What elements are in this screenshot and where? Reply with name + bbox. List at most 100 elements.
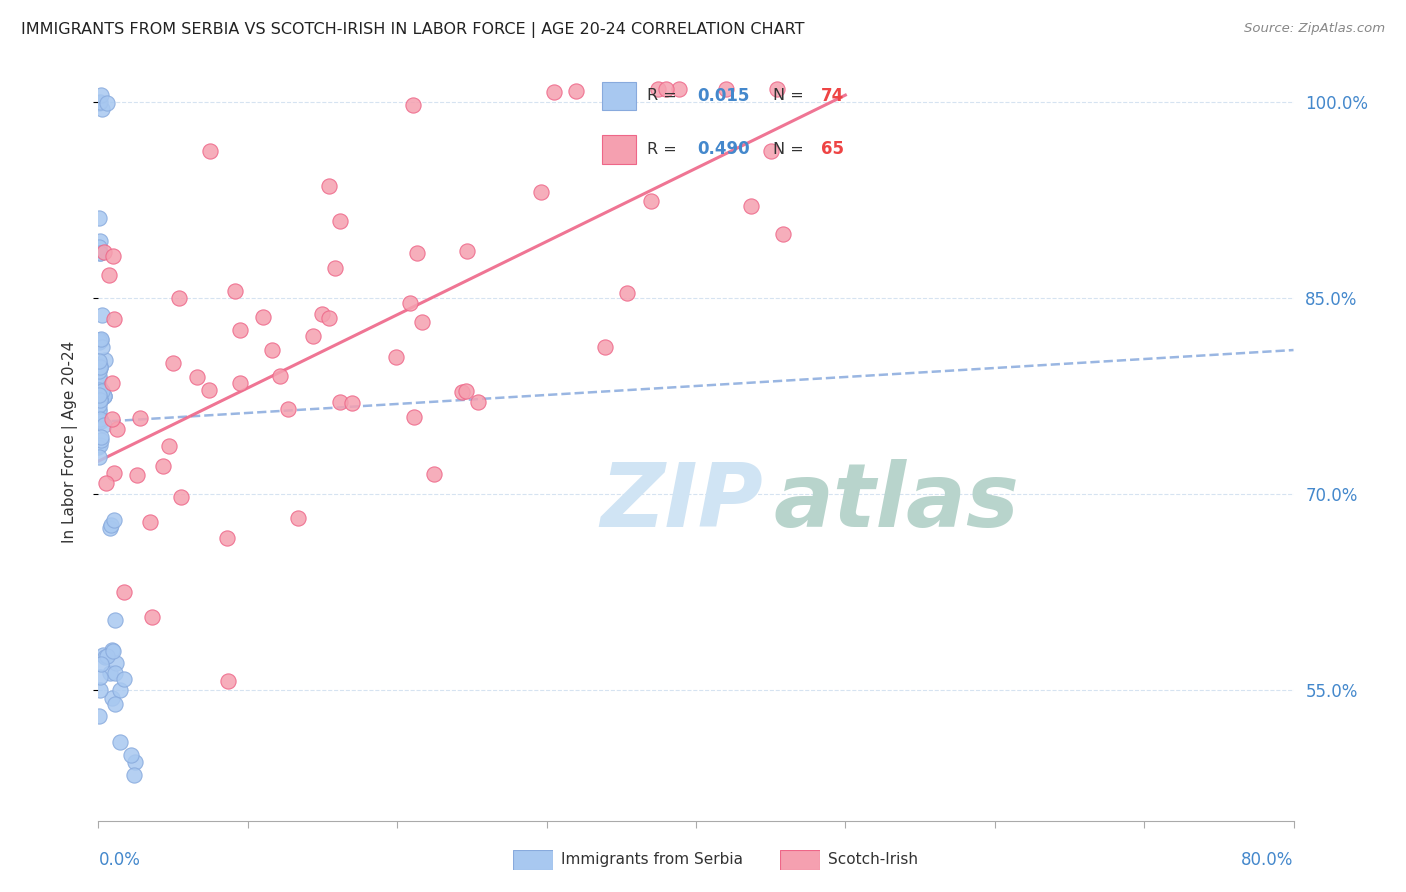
Point <box>318 179 340 194</box>
Point <box>616 285 638 300</box>
Text: 80.0%: 80.0% <box>1241 851 1294 869</box>
Point <box>269 369 291 384</box>
Point <box>93 389 115 403</box>
Point <box>89 404 111 418</box>
Text: Scotch-Irish: Scotch-Irish <box>828 853 918 867</box>
Point <box>229 322 252 336</box>
Point <box>89 438 111 452</box>
Point <box>104 698 127 712</box>
Point <box>89 333 111 347</box>
Point <box>766 81 789 95</box>
Point <box>323 261 346 276</box>
Point <box>311 307 333 321</box>
Point <box>89 384 111 399</box>
Point <box>217 674 239 689</box>
Point <box>90 309 112 323</box>
Point <box>385 351 408 365</box>
Point <box>93 244 115 259</box>
Point <box>93 389 115 403</box>
Point <box>647 81 669 95</box>
Point <box>89 398 111 412</box>
Point <box>103 513 125 527</box>
Point <box>100 517 122 532</box>
Point <box>89 358 111 372</box>
Point <box>399 296 422 310</box>
Point <box>543 86 565 100</box>
Point <box>402 98 425 112</box>
Point <box>301 329 323 343</box>
Point <box>318 311 340 326</box>
Point <box>101 376 124 390</box>
Point <box>124 755 146 769</box>
Point <box>101 644 124 658</box>
Point <box>714 81 737 95</box>
Point <box>128 410 150 425</box>
Point <box>94 353 117 368</box>
Point <box>105 422 128 436</box>
Point <box>90 332 112 346</box>
Point <box>89 95 111 109</box>
Point <box>89 414 111 428</box>
Point <box>101 411 124 425</box>
Point <box>90 340 112 354</box>
Text: 0.0%: 0.0% <box>98 851 141 869</box>
Point <box>87 364 110 378</box>
Point <box>152 459 174 474</box>
Point <box>91 392 114 406</box>
Y-axis label: In Labor Force | Age 20-24: In Labor Force | Age 20-24 <box>62 341 77 542</box>
Point <box>87 388 110 402</box>
Point <box>89 234 111 248</box>
Point <box>98 666 121 681</box>
Point <box>402 409 425 424</box>
Point <box>287 511 309 525</box>
Bar <box>602 135 636 163</box>
Point <box>215 532 238 546</box>
Point <box>224 284 246 298</box>
Point <box>104 665 127 680</box>
Point <box>87 96 110 111</box>
Point <box>96 648 118 663</box>
Point <box>90 87 112 102</box>
Point <box>89 709 111 723</box>
Point <box>90 430 112 444</box>
Point <box>108 735 131 749</box>
Point <box>740 199 762 213</box>
Point <box>89 246 111 260</box>
Point <box>87 240 110 254</box>
Point <box>89 360 111 375</box>
Point <box>655 81 678 95</box>
Point <box>277 401 299 416</box>
Text: R =: R = <box>647 88 682 103</box>
Point <box>89 393 111 408</box>
Point <box>87 211 110 225</box>
Point <box>89 412 111 426</box>
Point <box>89 354 111 368</box>
Point <box>454 384 477 398</box>
Point <box>456 244 478 258</box>
Point <box>759 145 782 159</box>
Point <box>668 81 690 95</box>
Point <box>139 515 162 529</box>
Point <box>103 467 125 481</box>
Point <box>90 102 112 116</box>
Text: N =: N = <box>773 142 810 157</box>
Point <box>91 384 114 398</box>
Point <box>90 657 112 671</box>
Point <box>228 376 250 391</box>
Point <box>122 768 145 782</box>
Point <box>162 356 184 370</box>
Point <box>186 370 208 384</box>
Point <box>530 186 553 200</box>
Point <box>90 414 112 428</box>
Point <box>87 368 110 383</box>
Point <box>91 648 114 662</box>
Point <box>101 249 124 263</box>
Point <box>467 394 489 409</box>
Text: atlas: atlas <box>773 458 1019 546</box>
Text: 0.490: 0.490 <box>697 140 749 158</box>
Point <box>112 673 135 687</box>
Point <box>93 388 115 402</box>
Point <box>157 440 180 454</box>
Point <box>640 194 662 209</box>
Point <box>112 585 135 599</box>
